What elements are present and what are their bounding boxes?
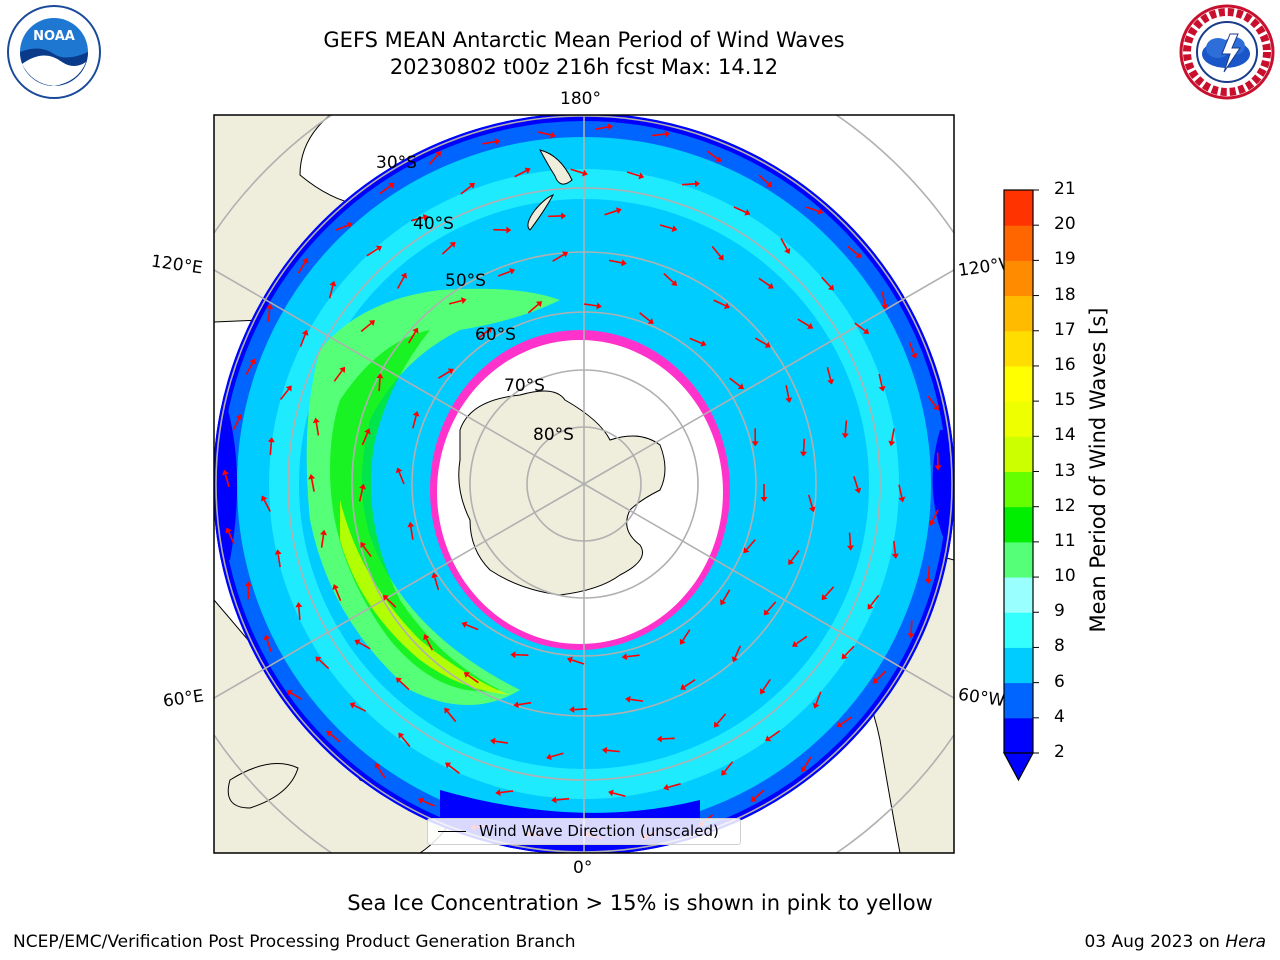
colorbar-tick-label: 16: [1054, 355, 1076, 375]
lat-label-30s: 30°S: [376, 153, 417, 173]
colorbar-tick-label: 14: [1054, 425, 1076, 445]
wind-arrow: [682, 184, 695, 185]
colorbar-tick-label: 9: [1054, 601, 1065, 621]
legend-label: Wind Wave Direction (unscaled): [479, 822, 719, 840]
wind-arrow: [574, 709, 587, 710]
footer-machine: Hera: [1225, 932, 1266, 952]
colorbar-tick-label: 10: [1054, 566, 1076, 586]
wind-arrow: [379, 378, 380, 391]
wind-arrow: [804, 439, 805, 452]
lat-label-50s: 50°S: [445, 271, 486, 291]
colorbar-tick-label: 13: [1054, 461, 1076, 481]
colorbar-tick-label: 8: [1054, 636, 1065, 656]
wind-arrow: [911, 620, 912, 633]
sea-ice-caption: Sea Ice Concentration > 15% is shown in …: [0, 891, 1280, 915]
wind-arrow: [928, 566, 929, 579]
colorbar-tick-label: 6: [1054, 672, 1065, 692]
wind-arrow: [270, 442, 271, 455]
lat-label-80s: 80°S: [533, 425, 574, 445]
wind-arrow: [850, 533, 851, 546]
wind-arrow: [299, 607, 300, 620]
colorbar-tick-label: 21: [1054, 179, 1076, 199]
lat-label-60s: 60°S: [475, 325, 516, 345]
colorbar-tick-label: 17: [1054, 320, 1076, 340]
lat-label-40s: 40°S: [413, 214, 454, 234]
colorbar-tick-label: 20: [1054, 214, 1076, 234]
lon-label-180: 180°: [560, 89, 601, 109]
colorbar-tick-label: 4: [1054, 707, 1065, 727]
wind-arrow: [845, 420, 846, 433]
footer-date-text: 03 Aug 2023 on: [1084, 932, 1225, 952]
colorbar-tick-label: 19: [1054, 249, 1076, 269]
legend-line-swatch: [438, 831, 466, 832]
footer-organization: NCEP/EMC/Verification Post Processing Pr…: [13, 932, 576, 952]
colorbar-tick-label: 2: [1054, 742, 1065, 762]
colorbar-tick-label: 12: [1054, 496, 1076, 516]
lon-label-0: 0°: [573, 858, 592, 878]
wind-arrow: [662, 738, 675, 739]
colorbar-label: Mean Period of Wind Waves [s]: [1086, 308, 1110, 633]
lat-label-70s: 70°S: [504, 376, 545, 396]
footer-date: 03 Aug 2023 on Hera: [1084, 932, 1266, 952]
map-legend: Wind Wave Direction (unscaled): [427, 818, 741, 845]
colorbar-tick-label: 15: [1054, 390, 1076, 410]
colorbar-tick-label: 18: [1054, 285, 1076, 305]
colorbar-tick-label: 11: [1054, 531, 1076, 551]
